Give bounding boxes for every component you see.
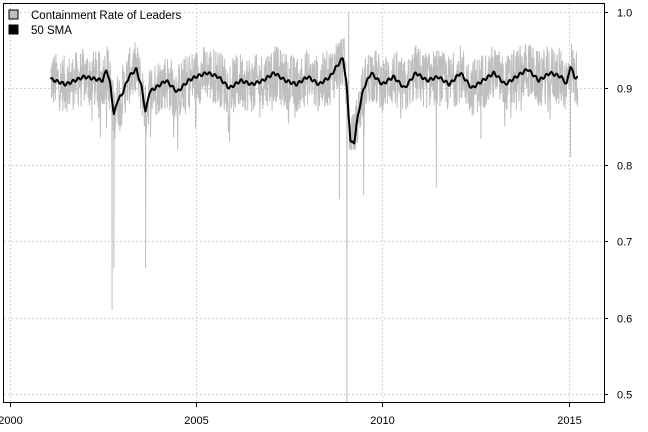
y-axis: 0.5 0.6 0.7 0.8 0.9 1.0	[604, 8, 632, 402]
legend-label-raw: Containment Rate of Leaders	[31, 10, 181, 22]
y-tick-label: 0.9	[617, 84, 632, 96]
legend-swatch-raw	[8, 9, 19, 20]
y-tick-label: 0.7	[617, 237, 632, 249]
y-tick-label: 0.6	[617, 314, 632, 326]
x-tick-label: 2000	[0, 415, 23, 427]
sma-series	[49, 57, 579, 145]
legend-swatch-sma	[8, 24, 19, 35]
legend: Containment Rate of Leaders 50 SMA	[8, 9, 181, 37]
x-tick-label: 2015	[557, 415, 581, 427]
y-tick-label: 0.5	[617, 390, 632, 402]
x-tick-label: 2005	[184, 415, 208, 427]
y-tick-label: 1.0	[617, 8, 632, 20]
legend-label-sma: 50 SMA	[31, 25, 72, 37]
containment-rate-series	[50, 11, 579, 403]
containment-rate-line	[50, 11, 579, 403]
sma-line	[49, 57, 579, 145]
grid	[4, 4, 604, 402]
plot-frame	[3, 3, 605, 403]
x-axis: 2000 2005 2010 2015	[0, 402, 582, 427]
y-tick-label: 0.8	[617, 161, 632, 173]
x-tick-label: 2010	[370, 415, 394, 427]
